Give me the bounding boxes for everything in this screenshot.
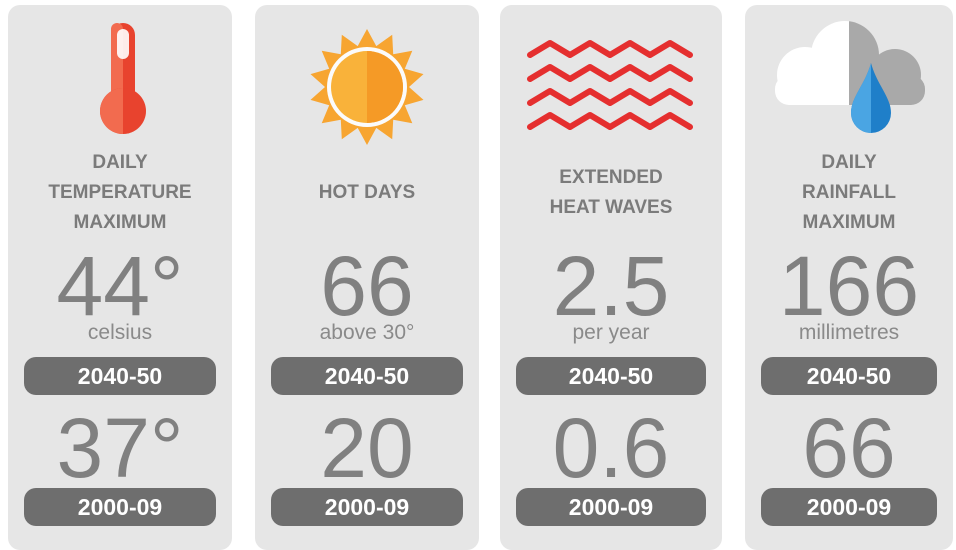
title-line: RAINFALL — [802, 182, 896, 203]
card: DAILY RAINFALL MAXIMUM 166 millimetres 2… — [745, 5, 953, 550]
unit: millimetres — [798, 321, 900, 344]
title-line: DAILY — [821, 152, 877, 173]
card: DAILY TEMPERATURE MAXIMUM 44° celsius 20… — [8, 5, 232, 550]
card-title: DAILY RAINFALL MAXIMUM — [745, 145, 953, 241]
title-line: HEAT WAVES — [549, 197, 673, 218]
card-title: HOT DAYS — [255, 145, 479, 241]
future-period: 2040-50 — [516, 357, 706, 395]
card-title: DAILY TEMPERATURE MAXIMUM — [8, 145, 232, 241]
future-period: 2040-50 — [761, 357, 937, 395]
past-value: 20 — [320, 401, 414, 495]
sun-icon — [310, 29, 424, 145]
unit: celsius — [87, 321, 153, 344]
past-period: 2000-09 — [271, 488, 463, 526]
card: EXTENDED HEAT WAVES 2.5 per year 2040-50… — [500, 5, 722, 550]
thermometer-icon — [100, 23, 146, 134]
rain-icon — [775, 21, 925, 133]
card-title: EXTENDED HEAT WAVES — [500, 145, 722, 241]
title-line: DAILY — [92, 152, 148, 173]
past-value: 0.6 — [552, 401, 670, 495]
past-period: 2000-09 — [516, 488, 706, 526]
title-line: HOT DAYS — [318, 182, 416, 203]
past-value: 66 — [802, 401, 896, 495]
title-line: MAXIMUM — [802, 212, 896, 233]
title-line: MAXIMUM — [73, 212, 167, 233]
past-period: 2000-09 — [24, 488, 216, 526]
heatwave-icon — [527, 40, 693, 130]
title-line: EXTENDED — [559, 167, 663, 188]
future-period: 2040-50 — [24, 357, 216, 395]
future-value: 166 — [778, 239, 920, 333]
unit: above 30° — [319, 321, 415, 344]
future-value: 44° — [56, 239, 184, 333]
past-value: 37° — [56, 401, 184, 495]
unit: per year — [572, 321, 650, 344]
past-period: 2000-09 — [761, 488, 937, 526]
future-period: 2040-50 — [271, 357, 463, 395]
title-line: TEMPERATURE — [48, 182, 192, 203]
future-value: 66 — [320, 239, 414, 333]
future-value: 2.5 — [552, 239, 670, 333]
card: HOT DAYS 66 above 30° 2040-50 20 2000-09 — [255, 5, 479, 550]
